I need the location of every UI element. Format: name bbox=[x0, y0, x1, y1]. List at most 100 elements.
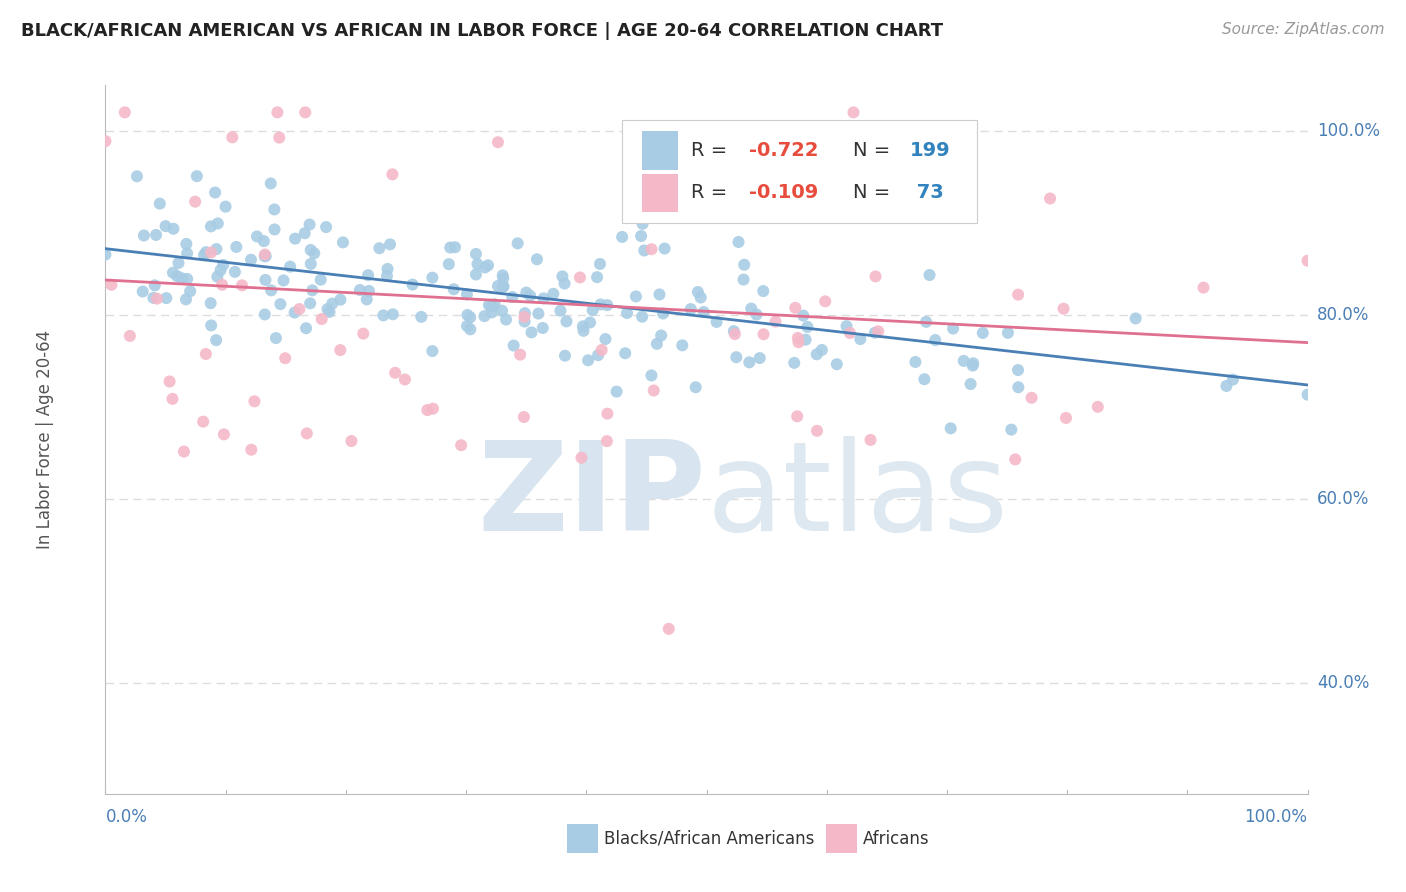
Point bbox=[381, 167, 404, 181]
Point bbox=[1222, 373, 1244, 387]
Point bbox=[586, 348, 609, 362]
Point bbox=[352, 326, 374, 341]
Point bbox=[786, 331, 808, 345]
Point bbox=[443, 282, 465, 296]
Point bbox=[733, 272, 755, 286]
Point bbox=[1039, 192, 1062, 206]
Point bbox=[506, 236, 529, 251]
Point bbox=[706, 315, 728, 329]
Point bbox=[284, 305, 307, 319]
Point bbox=[368, 241, 391, 255]
Point bbox=[942, 321, 965, 335]
Text: 100.0%: 100.0% bbox=[1244, 807, 1308, 826]
Point bbox=[278, 260, 301, 274]
Point bbox=[209, 263, 232, 277]
Point bbox=[568, 270, 591, 285]
Point bbox=[94, 134, 117, 148]
Text: Africans: Africans bbox=[863, 830, 929, 847]
Point bbox=[243, 394, 266, 409]
Point bbox=[274, 351, 297, 366]
Point bbox=[207, 217, 229, 231]
Point bbox=[384, 366, 406, 380]
Point bbox=[610, 230, 633, 244]
Point bbox=[693, 305, 716, 319]
Point bbox=[723, 324, 745, 338]
Point bbox=[939, 421, 962, 435]
Point bbox=[205, 242, 228, 256]
Point bbox=[652, 306, 675, 320]
Point bbox=[411, 310, 433, 324]
Point bbox=[167, 256, 190, 270]
Point bbox=[273, 273, 295, 287]
Point bbox=[849, 332, 872, 346]
Point bbox=[576, 353, 599, 368]
Point bbox=[513, 306, 536, 320]
Point bbox=[299, 243, 322, 257]
Point bbox=[301, 283, 323, 297]
Point bbox=[785, 301, 807, 315]
Point bbox=[1054, 411, 1077, 425]
Point bbox=[513, 314, 536, 328]
Point bbox=[174, 293, 197, 307]
Point bbox=[551, 269, 574, 284]
Point bbox=[1021, 391, 1043, 405]
Point bbox=[624, 289, 647, 303]
Point bbox=[377, 262, 399, 277]
Point bbox=[1125, 311, 1147, 326]
Point bbox=[645, 336, 668, 351]
Point bbox=[318, 305, 340, 319]
FancyBboxPatch shape bbox=[567, 824, 599, 853]
Point bbox=[304, 246, 326, 260]
Point bbox=[685, 380, 707, 394]
Point bbox=[997, 326, 1019, 340]
Point bbox=[240, 442, 263, 457]
Point bbox=[513, 410, 536, 425]
Point bbox=[214, 200, 236, 214]
Point bbox=[176, 246, 198, 260]
Point bbox=[118, 329, 141, 343]
Point bbox=[554, 277, 576, 291]
Point bbox=[654, 242, 676, 256]
Point bbox=[467, 257, 489, 271]
Text: atlas: atlas bbox=[707, 435, 1008, 557]
Point bbox=[596, 434, 619, 449]
Point bbox=[186, 169, 208, 183]
Point bbox=[94, 247, 117, 261]
Point bbox=[595, 332, 617, 346]
Point bbox=[825, 357, 848, 371]
Point bbox=[748, 351, 770, 365]
Point bbox=[149, 196, 172, 211]
Point bbox=[315, 220, 337, 235]
Point bbox=[591, 343, 613, 357]
Text: ZIP: ZIP bbox=[478, 435, 707, 557]
Point bbox=[904, 355, 927, 369]
Point bbox=[184, 194, 207, 209]
Point bbox=[519, 289, 541, 303]
Point bbox=[796, 319, 818, 334]
Point bbox=[381, 307, 404, 321]
Point bbox=[456, 287, 478, 301]
Point bbox=[254, 273, 277, 287]
Point bbox=[832, 192, 855, 206]
Point bbox=[1007, 380, 1029, 394]
Point bbox=[543, 286, 565, 301]
Point bbox=[630, 229, 652, 244]
Point bbox=[439, 241, 461, 255]
FancyBboxPatch shape bbox=[623, 120, 977, 223]
Point bbox=[253, 249, 276, 263]
Point bbox=[193, 415, 215, 429]
Point bbox=[264, 331, 287, 345]
Point bbox=[633, 244, 655, 258]
Point bbox=[295, 321, 318, 335]
Point bbox=[650, 328, 672, 343]
Point bbox=[269, 297, 291, 311]
Point bbox=[689, 291, 711, 305]
Point bbox=[572, 324, 595, 338]
Point bbox=[155, 219, 177, 233]
Point bbox=[132, 228, 155, 243]
Point bbox=[509, 348, 531, 362]
Point bbox=[166, 269, 188, 284]
FancyBboxPatch shape bbox=[825, 824, 856, 853]
Point bbox=[263, 202, 285, 217]
Point bbox=[484, 297, 506, 311]
